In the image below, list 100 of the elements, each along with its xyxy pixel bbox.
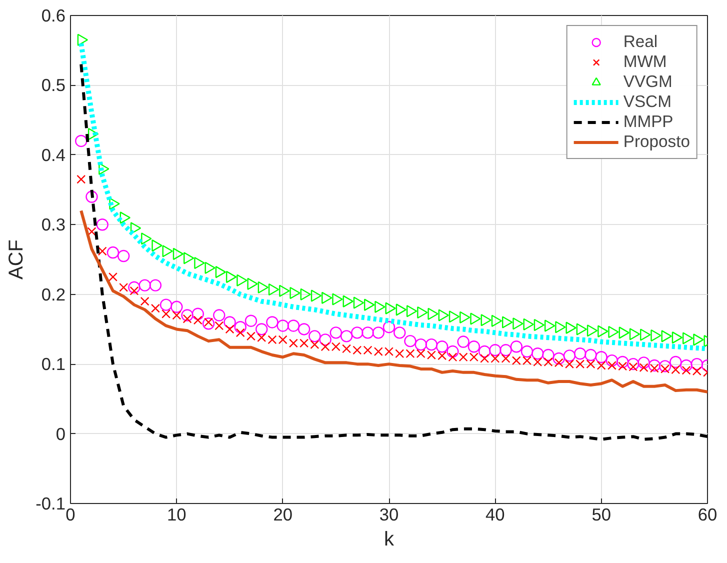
- point: [396, 304, 407, 316]
- point: [478, 345, 491, 358]
- point: [616, 356, 629, 368]
- point: [108, 272, 118, 282]
- point: [300, 288, 312, 300]
- point: [353, 296, 364, 309]
- point: [566, 322, 576, 334]
- y-tick-label: 0.6: [41, 6, 66, 26]
- point: [268, 283, 280, 296]
- point: [247, 278, 258, 290]
- point: [510, 340, 522, 353]
- point: [438, 309, 450, 322]
- point: [618, 326, 630, 339]
- point: [256, 323, 268, 336]
- point: [266, 316, 278, 328]
- point: [160, 298, 172, 311]
- point: [342, 295, 354, 308]
- point: [308, 330, 321, 342]
- point: [76, 174, 86, 184]
- point: [574, 348, 586, 360]
- point: [310, 290, 322, 302]
- x-axis-title: k: [384, 528, 395, 550]
- point: [141, 232, 152, 245]
- point: [150, 304, 160, 313]
- x-tick-label: 60: [698, 504, 718, 524]
- point: [542, 348, 554, 362]
- point: [586, 324, 598, 337]
- point: [162, 245, 173, 258]
- point: [117, 250, 130, 262]
- point: [287, 320, 300, 332]
- point: [563, 350, 576, 362]
- point: [385, 302, 396, 314]
- point: [638, 356, 650, 369]
- point: [584, 348, 597, 362]
- point: [364, 298, 375, 311]
- point: [119, 282, 128, 292]
- point: [457, 336, 470, 348]
- y-tick-label: 0.1: [41, 354, 66, 374]
- point: [202, 318, 215, 330]
- point: [650, 329, 662, 342]
- x-tick-label: 30: [379, 504, 399, 524]
- point: [332, 293, 343, 306]
- y-tick-label: 0.4: [41, 144, 66, 165]
- legend-label: MMPP: [623, 112, 674, 132]
- point: [640, 328, 651, 341]
- point: [682, 332, 694, 344]
- point: [215, 266, 226, 278]
- point: [351, 326, 364, 339]
- legend-label: MWM: [623, 52, 667, 72]
- point: [279, 284, 290, 297]
- point: [425, 338, 438, 351]
- point: [319, 334, 332, 346]
- point: [500, 344, 512, 356]
- point: [534, 318, 545, 332]
- point: [532, 348, 544, 360]
- y-tick-label: 0.2: [41, 284, 66, 304]
- point: [489, 344, 502, 356]
- point: [523, 318, 534, 330]
- x-tick-label: 20: [273, 504, 292, 524]
- point: [362, 326, 374, 339]
- point: [428, 308, 438, 320]
- point: [690, 358, 703, 370]
- point: [670, 356, 682, 368]
- point: [374, 300, 386, 314]
- point: [608, 326, 619, 338]
- point: [77, 34, 88, 46]
- point: [75, 134, 88, 148]
- point: [595, 351, 608, 364]
- line-series: [80, 209, 708, 394]
- point: [109, 198, 120, 210]
- point: [680, 359, 692, 372]
- point: [512, 318, 524, 330]
- point: [555, 321, 566, 334]
- point: [322, 292, 332, 304]
- x-tick-label: 50: [592, 504, 611, 524]
- point: [629, 328, 640, 340]
- point: [194, 256, 205, 270]
- y-tick-label: 0.3: [41, 214, 66, 235]
- point: [106, 246, 120, 259]
- point: [330, 326, 342, 339]
- point: [170, 300, 183, 313]
- point: [130, 222, 142, 234]
- point: [88, 128, 99, 140]
- point: [204, 262, 216, 274]
- point: [152, 239, 162, 252]
- y-tick-label: 0: [56, 424, 66, 444]
- y-tick-label: -0.1: [36, 494, 66, 514]
- point: [661, 330, 672, 342]
- point: [149, 279, 162, 292]
- point: [192, 308, 204, 320]
- point: [224, 316, 236, 328]
- point: [226, 270, 237, 284]
- point: [87, 227, 96, 236]
- x-tick-label: 40: [486, 504, 505, 524]
- point: [544, 320, 556, 332]
- point: [234, 321, 246, 334]
- point: [552, 352, 565, 365]
- point: [693, 334, 704, 346]
- point: [290, 286, 300, 300]
- y-tick-label: 0.5: [41, 75, 66, 96]
